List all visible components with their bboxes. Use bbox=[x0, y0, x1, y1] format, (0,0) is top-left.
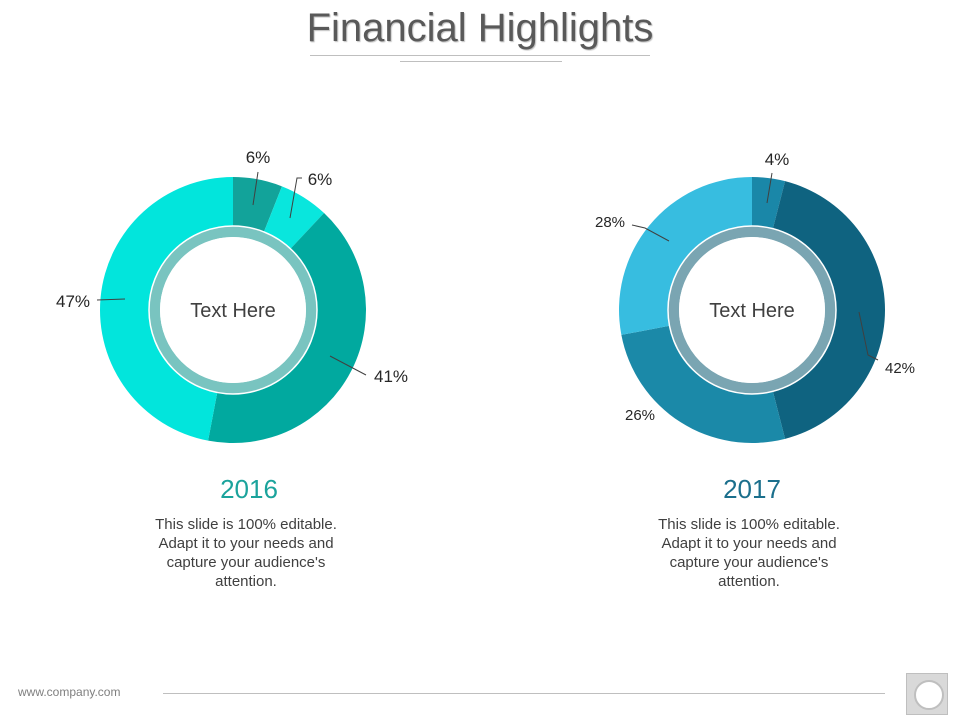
ring-separator bbox=[667, 225, 837, 395]
data-label: 41% bbox=[374, 367, 408, 386]
leader-line bbox=[631, 224, 670, 242]
slide-title: Financial Highlights bbox=[306, 6, 654, 50]
description-2016: This slide is 100% editable. Adapt it to… bbox=[155, 516, 337, 590]
donut-slice bbox=[233, 177, 282, 232]
title-underline-short bbox=[400, 61, 562, 62]
data-label: 4% bbox=[765, 150, 790, 169]
leader-line bbox=[329, 355, 367, 376]
donut-slice bbox=[752, 177, 786, 229]
ring-separator bbox=[148, 225, 318, 395]
donut-slice bbox=[99, 177, 234, 441]
donut-chart-2017: Text Here 4% 42% 26% 28% bbox=[595, 150, 915, 444]
logo-placeholder bbox=[906, 673, 948, 715]
donut-hole bbox=[160, 237, 306, 383]
inner-ring bbox=[668, 226, 836, 394]
donut-slice bbox=[208, 213, 366, 443]
leader-line bbox=[289, 177, 302, 219]
description-2017: This slide is 100% editable. Adapt it to… bbox=[658, 516, 840, 590]
donut-slice bbox=[772, 181, 886, 439]
year-label-2016: 2016 bbox=[220, 474, 278, 504]
center-label: Text Here bbox=[190, 300, 276, 322]
center-label: Text Here bbox=[709, 300, 795, 322]
footer-divider bbox=[163, 693, 885, 694]
data-label: 42% bbox=[885, 360, 915, 377]
data-label: 6% bbox=[246, 148, 271, 167]
donut-hole bbox=[679, 237, 825, 383]
leader-lines bbox=[631, 172, 879, 361]
logo-circle-icon bbox=[914, 680, 944, 710]
inner-ring bbox=[149, 226, 317, 394]
data-label: 28% bbox=[595, 214, 625, 231]
leader-line bbox=[766, 172, 773, 204]
data-label: 26% bbox=[625, 407, 655, 424]
data-label: 6% bbox=[308, 170, 333, 189]
donut-slice bbox=[621, 325, 786, 444]
donut-chart-2016: Text Here 6% 6% 41% 47% bbox=[56, 148, 408, 443]
leader-line bbox=[858, 311, 879, 361]
title-underline bbox=[310, 55, 650, 56]
leader-line bbox=[252, 171, 259, 206]
donut-slice bbox=[263, 186, 325, 249]
donut-slice bbox=[618, 177, 752, 335]
data-label: 47% bbox=[56, 292, 90, 311]
year-label-2017: 2017 bbox=[723, 474, 781, 504]
donut-slices bbox=[618, 177, 886, 444]
leader-line bbox=[96, 298, 126, 301]
donut-slices bbox=[99, 177, 366, 443]
footer-url: www.company.com bbox=[18, 685, 121, 699]
leader-lines bbox=[96, 171, 367, 376]
